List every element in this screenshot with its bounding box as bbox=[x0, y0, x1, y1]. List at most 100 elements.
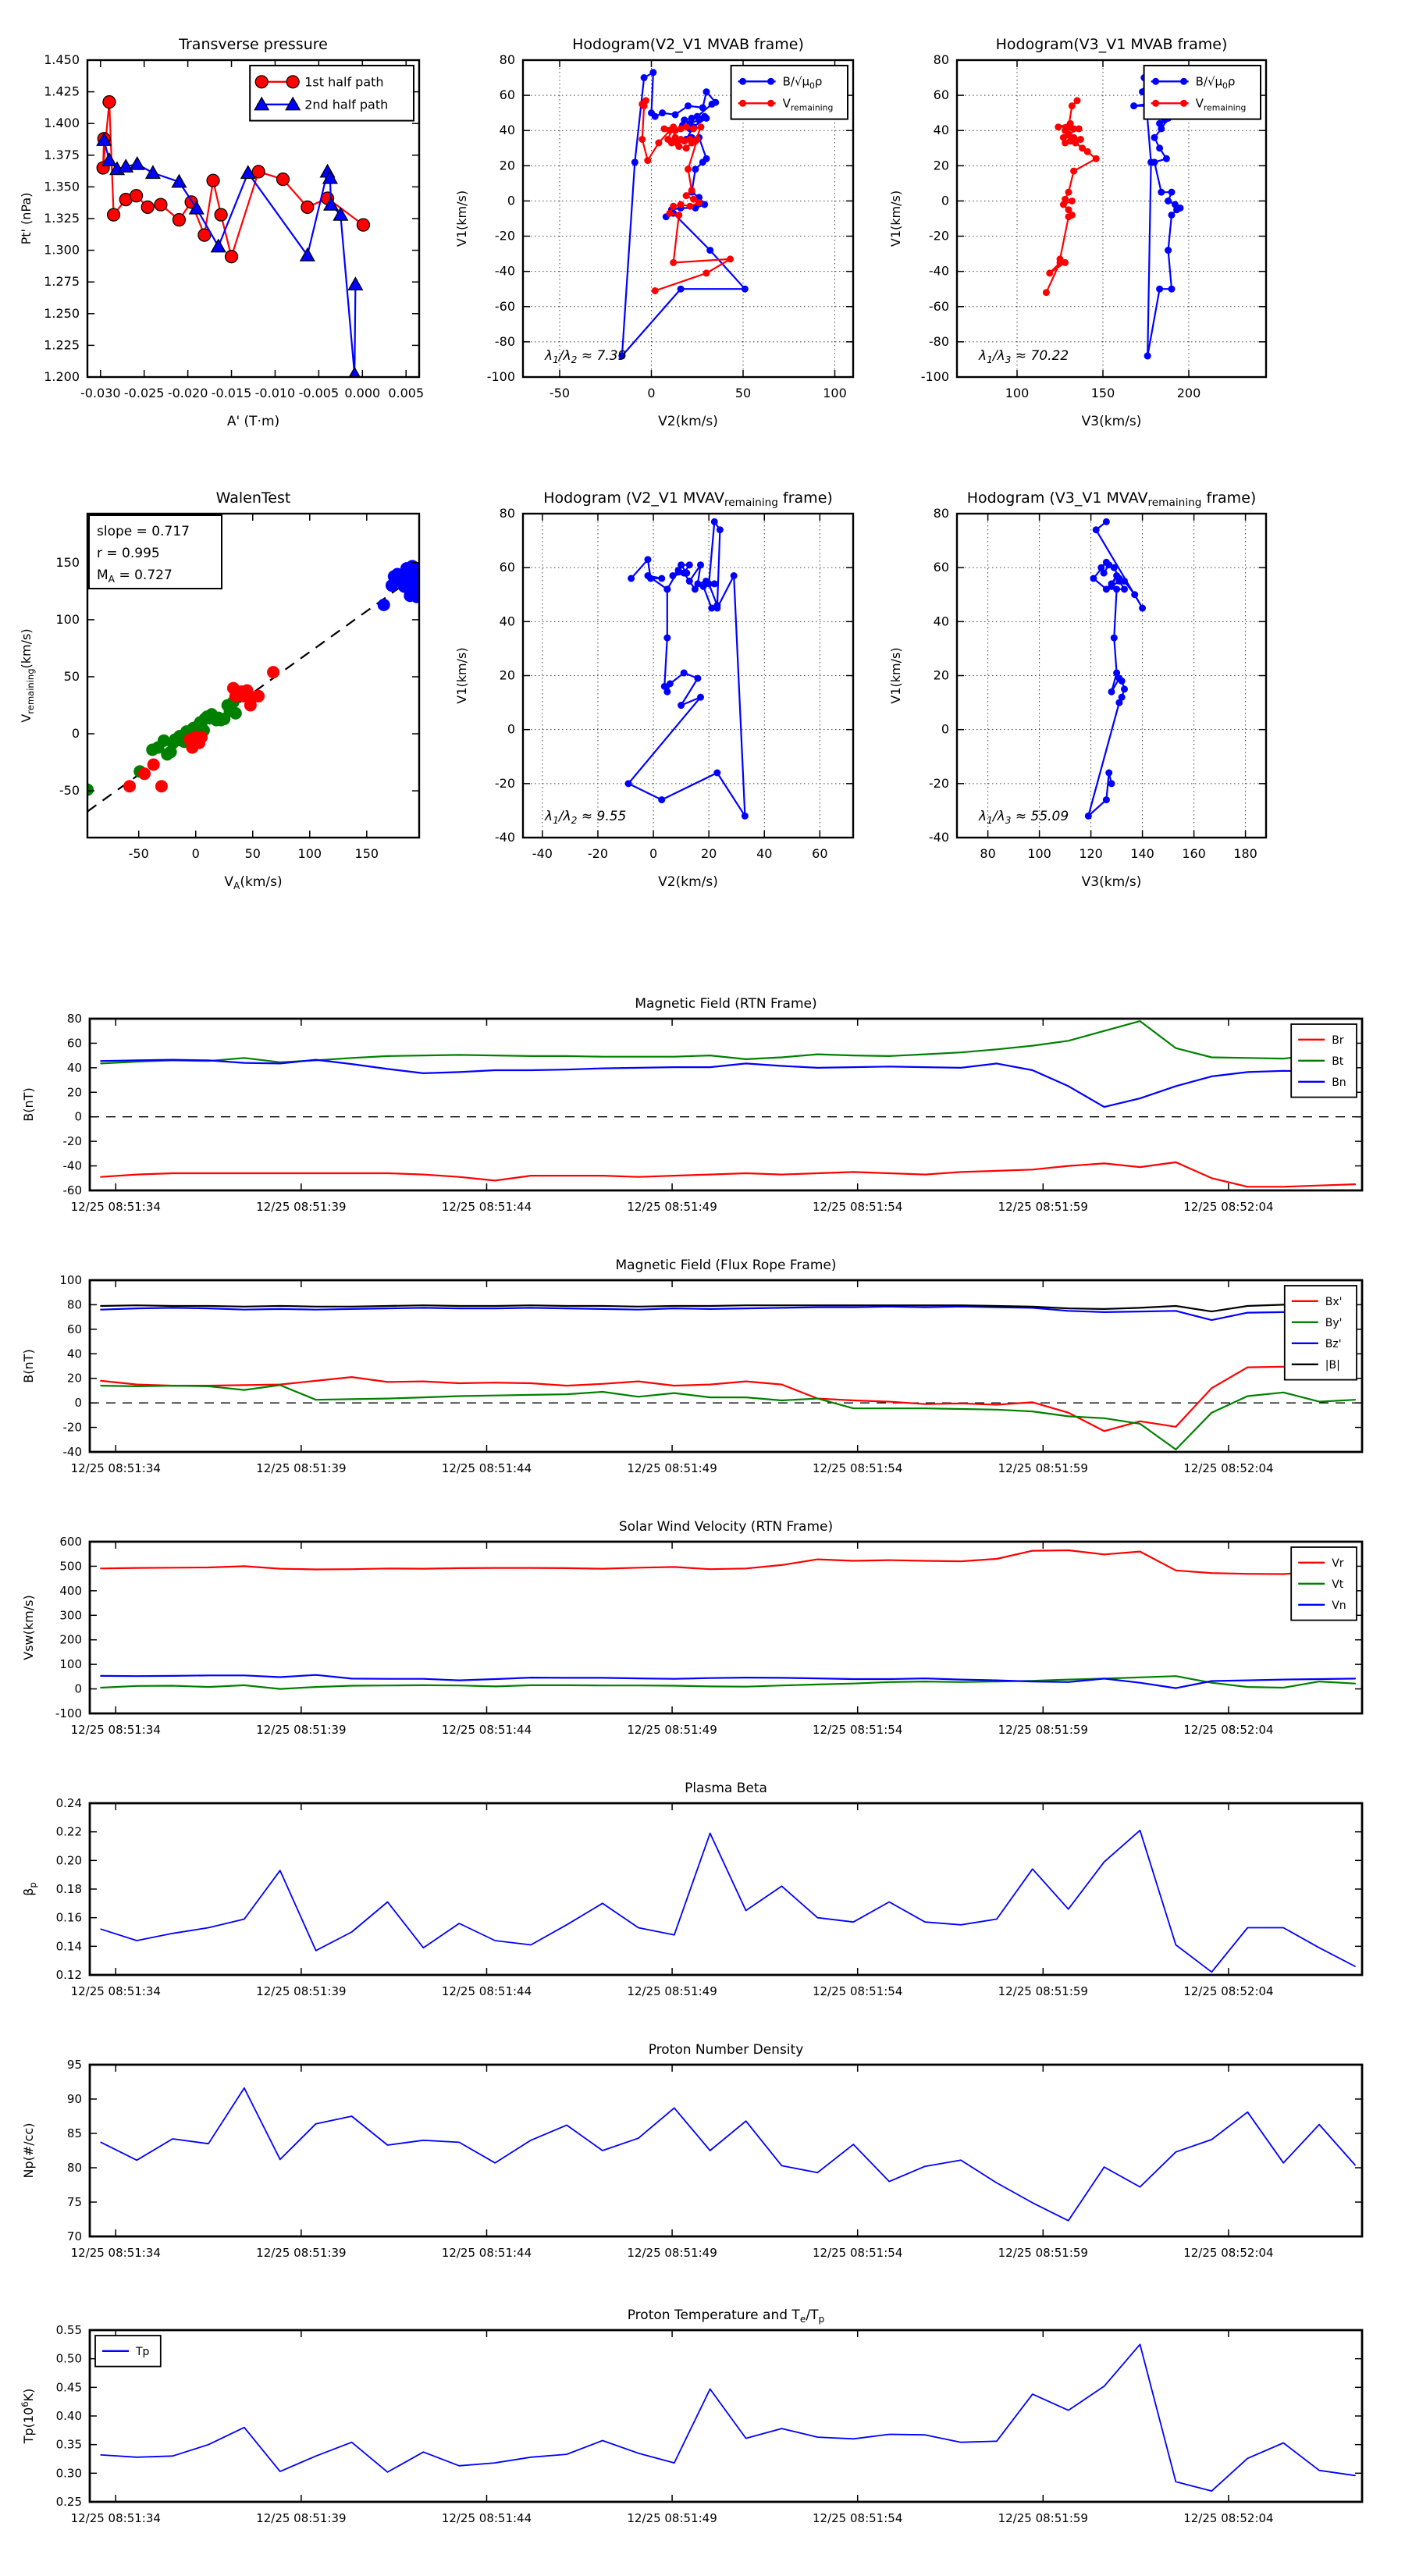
svg-text:βp: βp bbox=[21, 1882, 38, 1896]
svg-text:75: 75 bbox=[67, 2195, 82, 2209]
svg-text:12/25 08:51:34: 12/25 08:51:34 bbox=[71, 1461, 161, 1475]
svg-text:Bt: Bt bbox=[1332, 1055, 1344, 1068]
svg-text:0.000: 0.000 bbox=[344, 386, 380, 400]
svg-text:60: 60 bbox=[934, 87, 949, 102]
svg-text:0: 0 bbox=[647, 386, 655, 400]
svg-text:0.18: 0.18 bbox=[56, 1882, 82, 1896]
svg-text:40: 40 bbox=[67, 1347, 82, 1361]
svg-text:12/25 08:51:54: 12/25 08:51:54 bbox=[813, 1723, 902, 1737]
svg-text:12/25 08:51:54: 12/25 08:51:54 bbox=[813, 1984, 902, 1998]
svg-text:V1(km/s): V1(km/s) bbox=[888, 190, 903, 247]
svg-text:0: 0 bbox=[192, 846, 200, 861]
svg-text:100: 100 bbox=[59, 1657, 82, 1671]
svg-text:500: 500 bbox=[59, 1559, 82, 1573]
transverse-pressure-chart: -0.030 -0.025 -0.020 -0.015 -0.010 -0.005 0.00… bbox=[13, 23, 443, 446]
svg-text:Bn: Bn bbox=[1332, 1076, 1346, 1089]
svg-text:Vremaining: Vremaining bbox=[1196, 97, 1247, 113]
svg-text:12/25 08:51:59: 12/25 08:51:59 bbox=[998, 1984, 1088, 1998]
svg-text:12/25 08:51:34: 12/25 08:51:34 bbox=[71, 1200, 161, 1214]
svg-text:12/25 08:52:04: 12/25 08:52:04 bbox=[1183, 2511, 1273, 2525]
svg-text:-20: -20 bbox=[495, 229, 515, 244]
svg-text:Np(#/cc): Np(#/cc) bbox=[21, 2123, 36, 2179]
svg-text:-20: -20 bbox=[63, 1134, 83, 1148]
svg-text:12/25 08:51:54: 12/25 08:51:54 bbox=[813, 1461, 902, 1475]
svg-text:100: 100 bbox=[59, 1273, 82, 1287]
svg-text:-20: -20 bbox=[63, 1421, 83, 1435]
svg-text:Vremaining: Vremaining bbox=[783, 97, 834, 113]
svg-text:12/25 08:51:39: 12/25 08:51:39 bbox=[256, 1984, 346, 1998]
svg-text:40: 40 bbox=[934, 614, 949, 628]
svg-text:80: 80 bbox=[67, 1297, 82, 1311]
svg-text:Proton Number Density: Proton Number Density bbox=[649, 2042, 804, 2058]
svg-text:12/25 08:51:39: 12/25 08:51:39 bbox=[256, 1200, 346, 1214]
svg-text:-40: -40 bbox=[929, 830, 949, 845]
svg-text:12/25 08:51:59: 12/25 08:51:59 bbox=[998, 1200, 1088, 1214]
svg-text:1.450: 1.450 bbox=[44, 52, 80, 67]
svg-text:B(nT): B(nT) bbox=[21, 1349, 36, 1382]
svg-text:-50: -50 bbox=[59, 783, 80, 798]
svg-text:0.14: 0.14 bbox=[56, 1939, 82, 1953]
proton-density-chart: 12/25 08:51:34 12/25 08:51:39 12/25 08:51:… bbox=[16, 2033, 1385, 2295]
svg-text:-60: -60 bbox=[495, 299, 515, 314]
svg-text:0.25: 0.25 bbox=[56, 2495, 82, 2509]
svg-text:By': By' bbox=[1325, 1317, 1343, 1329]
svg-text:λ1/λ3 ≈ 70.22: λ1/λ3 ≈ 70.22 bbox=[978, 348, 1069, 365]
svg-text:MA = 0.727: MA = 0.727 bbox=[97, 568, 173, 585]
svg-text:12/25 08:51:44: 12/25 08:51:44 bbox=[442, 1461, 532, 1475]
svg-text:Hodogram (V2_V1 MVAVremaining: Hodogram (V2_V1 MVAVremaining frame) bbox=[543, 489, 833, 509]
svg-text:-100: -100 bbox=[921, 369, 949, 384]
svg-text:Hodogram(V3_V1 MVAB frame): Hodogram(V3_V1 MVAB frame) bbox=[996, 36, 1228, 53]
svg-text:20: 20 bbox=[701, 846, 717, 861]
svg-text:80: 80 bbox=[500, 506, 515, 521]
hodogram-v2v1-mvab-chart: -50 0 50 100 -100 -80 -60 -40 -20 0 20 40 60 80 Hodogr… bbox=[449, 23, 877, 446]
svg-text:85: 85 bbox=[67, 2126, 82, 2140]
svg-text:-100: -100 bbox=[55, 1706, 82, 1720]
svg-text:0.16: 0.16 bbox=[56, 1911, 82, 1925]
svg-text:80: 80 bbox=[500, 52, 515, 67]
svg-text:B/√μ0ρ: B/√μ0ρ bbox=[783, 75, 823, 91]
svg-text:0.22: 0.22 bbox=[56, 1825, 82, 1839]
plasma-beta-chart: 12/25 08:51:34 12/25 08:51:39 12/25 08:51:… bbox=[16, 1772, 1385, 2033]
svg-text:400: 400 bbox=[59, 1584, 82, 1598]
svg-text:Transverse pressure: Transverse pressure bbox=[178, 36, 328, 53]
svg-text:-60: -60 bbox=[929, 299, 949, 314]
svg-text:2nd half path: 2nd half path bbox=[304, 98, 388, 112]
svg-text:-60: -60 bbox=[63, 1183, 83, 1197]
svg-text:V3(km/s): V3(km/s) bbox=[1082, 874, 1142, 890]
svg-text:Vsw(km/s): Vsw(km/s) bbox=[21, 1595, 36, 1660]
svg-text:80: 80 bbox=[934, 52, 949, 67]
svg-text:-40: -40 bbox=[532, 846, 553, 861]
svg-text:20: 20 bbox=[67, 1372, 82, 1386]
svg-text:1.200: 1.200 bbox=[44, 369, 80, 384]
svg-text:Bz': Bz' bbox=[1325, 1338, 1342, 1350]
svg-text:60: 60 bbox=[500, 87, 515, 102]
svg-text:WalenTest: WalenTest bbox=[216, 489, 291, 507]
hodogram-v2v1-mvav-chart: -40 -20 0 20 40 60 -40 -20 0 20 40 60 80 Hodogram (V2… bbox=[449, 476, 877, 906]
svg-text:0.40: 0.40 bbox=[56, 2409, 82, 2423]
svg-text:0: 0 bbox=[507, 722, 515, 737]
magnetic-field-rtn-chart: 12/25 08:51:34 12/25 08:51:39 12/25 08:51:… bbox=[16, 987, 1385, 1249]
svg-text:-50: -50 bbox=[129, 846, 149, 861]
svg-text:-80: -80 bbox=[495, 334, 515, 349]
svg-text:0.35: 0.35 bbox=[56, 2438, 82, 2452]
svg-text:80: 80 bbox=[67, 1012, 82, 1026]
svg-text:Hodogram(V2_V1 MVAB frame): Hodogram(V2_V1 MVAB frame) bbox=[572, 36, 804, 53]
svg-text:12/25 08:51:39: 12/25 08:51:39 bbox=[256, 2246, 346, 2260]
svg-text:V2(km/s): V2(km/s) bbox=[658, 874, 718, 890]
svg-text:12/25 08:52:04: 12/25 08:52:04 bbox=[1183, 1723, 1273, 1737]
svg-text:12/25 08:51:39: 12/25 08:51:39 bbox=[256, 2511, 346, 2525]
svg-text:40: 40 bbox=[500, 123, 515, 137]
svg-text:12/25 08:51:59: 12/25 08:51:59 bbox=[998, 2511, 1088, 2525]
svg-text:80: 80 bbox=[67, 2161, 82, 2175]
svg-text:12/25 08:51:54: 12/25 08:51:54 bbox=[813, 2246, 902, 2260]
svg-text:12/25 08:51:59: 12/25 08:51:59 bbox=[998, 1723, 1088, 1737]
svg-text:0.45: 0.45 bbox=[56, 2380, 82, 2394]
svg-text:1.425: 1.425 bbox=[44, 84, 80, 99]
svg-text:0: 0 bbox=[72, 726, 80, 741]
svg-text:12/25 08:51:59: 12/25 08:51:59 bbox=[998, 2246, 1088, 2260]
svg-text:12/25 08:51:49: 12/25 08:51:49 bbox=[627, 1984, 717, 1998]
svg-text:80: 80 bbox=[980, 846, 995, 861]
svg-text:12/25 08:51:49: 12/25 08:51:49 bbox=[627, 1461, 717, 1475]
svg-text:12/25 08:51:34: 12/25 08:51:34 bbox=[71, 2246, 161, 2260]
svg-text:20: 20 bbox=[500, 158, 515, 173]
